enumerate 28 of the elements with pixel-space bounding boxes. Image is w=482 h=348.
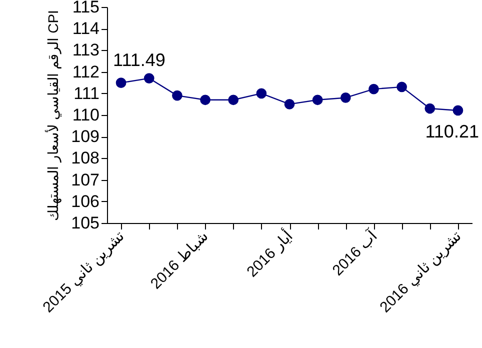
y-tick-label: 115	[72, 0, 100, 16]
point	[368, 84, 379, 94]
data-label: 110.21	[425, 121, 479, 142]
point	[144, 73, 154, 84]
y-tick-label: 112	[72, 62, 100, 82]
point	[172, 90, 182, 101]
point	[116, 78, 126, 88]
data-label: 111.49	[113, 50, 166, 70]
point	[284, 99, 295, 110]
y-axis-title: الرقم القياسي لأسعار المستهلك CPI	[44, 10, 62, 221]
y-tick-label: 108	[71, 148, 100, 168]
y-tick-label: 106	[71, 192, 100, 211]
y-tick-label: 107	[71, 170, 100, 190]
y-tick-label: 109	[71, 127, 100, 146]
point	[200, 94, 210, 106]
point	[396, 82, 407, 92]
y-tick-label: 111	[74, 84, 100, 103]
x-tick-label: أيار 2016	[242, 226, 296, 281]
point	[340, 92, 351, 103]
y-tick-label: 110	[72, 106, 100, 124]
point	[424, 103, 436, 114]
y-tick-label: 113	[72, 40, 100, 60]
y-tick-label: 114	[72, 19, 100, 38]
point	[312, 94, 323, 106]
point	[452, 105, 464, 116]
point	[228, 94, 239, 106]
x-tick-label: شباط 2016	[147, 228, 212, 293]
point	[256, 88, 267, 99]
